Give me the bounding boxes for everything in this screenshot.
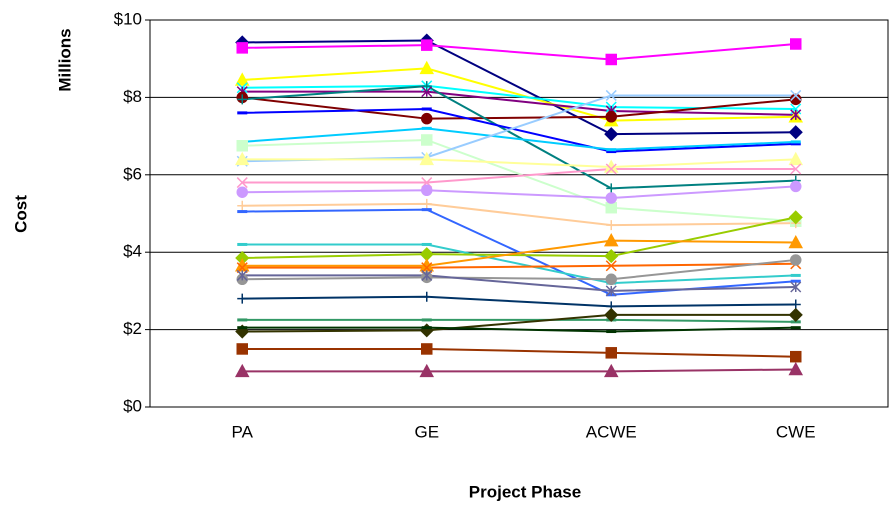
series-line (242, 262, 796, 269)
marker (605, 89, 617, 101)
y-tick-label: $8 (123, 87, 142, 106)
marker (790, 89, 802, 101)
marker (236, 140, 248, 152)
series-line (242, 243, 796, 285)
x-axis-title: Project Phase (469, 482, 581, 501)
series-line (242, 326, 796, 333)
x-tick-label: GE (414, 422, 439, 441)
marker (605, 192, 617, 204)
x-tick-label: CWE (776, 422, 816, 441)
marker (421, 198, 432, 209)
series-line (242, 258, 796, 281)
marker (790, 109, 802, 121)
series-line (242, 42, 796, 61)
series-line (242, 274, 796, 292)
marker (421, 184, 433, 197)
x-tick-label: PA (232, 422, 254, 441)
marker (419, 363, 435, 378)
marker (790, 350, 802, 363)
marker (236, 177, 248, 189)
marker (234, 151, 250, 166)
marker (788, 151, 804, 166)
series-line (242, 39, 796, 136)
series-line (242, 90, 796, 116)
marker (790, 281, 802, 293)
marker (421, 39, 433, 51)
marker (788, 125, 803, 140)
series-line (242, 158, 796, 169)
marker (234, 72, 250, 86)
marker (788, 234, 804, 249)
marker (788, 307, 803, 322)
marker (421, 343, 433, 355)
marker (605, 273, 617, 286)
y-axis-title: Cost (11, 195, 30, 233)
series-line (242, 85, 796, 190)
marker (236, 343, 248, 355)
series-line (242, 167, 796, 184)
marker (236, 186, 248, 198)
marker (605, 111, 617, 123)
series-line (242, 202, 796, 227)
series-line (242, 67, 796, 122)
y-tick-label: $2 (123, 319, 142, 338)
series-line (242, 127, 796, 151)
marker (605, 260, 617, 272)
marker (790, 163, 802, 175)
marker (604, 127, 619, 142)
marker (605, 163, 617, 175)
y-tick-label: $0 (123, 396, 142, 415)
series-line (242, 96, 796, 120)
marker (419, 151, 435, 166)
marker (790, 38, 802, 50)
series-line (242, 347, 796, 358)
marker (603, 363, 619, 378)
marker (421, 112, 433, 125)
marker (236, 262, 248, 274)
series-line (242, 185, 796, 200)
marker (604, 307, 619, 322)
marker (790, 299, 801, 310)
marker (236, 42, 248, 54)
series-line (242, 318, 796, 323)
marker (421, 81, 432, 92)
marker (605, 53, 617, 66)
marker (234, 363, 250, 378)
marker (790, 254, 802, 266)
y-tick-label: $6 (123, 164, 142, 183)
marker (605, 347, 617, 359)
marker (604, 249, 619, 264)
marker (421, 134, 433, 146)
marker (790, 93, 802, 106)
marker (421, 269, 433, 281)
x-tick-label: ACWE (586, 422, 637, 441)
y-tick-label: $10 (114, 9, 142, 28)
marker (606, 220, 617, 231)
y-axis-subtitle: Millions (55, 28, 74, 91)
marker (421, 291, 432, 302)
series-line (242, 295, 796, 308)
series-line (242, 138, 796, 223)
marker (603, 233, 619, 247)
marker (605, 285, 617, 297)
series-line (242, 216, 796, 260)
marker (788, 210, 803, 225)
series-line (242, 368, 796, 373)
marker (605, 201, 617, 214)
y-tick-label: $4 (123, 242, 142, 261)
series-line (242, 108, 796, 153)
marker (419, 60, 435, 75)
marker (237, 94, 248, 105)
marker (421, 262, 433, 274)
series-line (242, 239, 796, 267)
marker (236, 269, 248, 281)
marker (237, 200, 248, 211)
marker (790, 180, 802, 193)
marker (237, 293, 248, 304)
marker (606, 183, 617, 194)
marker (788, 361, 804, 376)
series-line (242, 313, 796, 333)
